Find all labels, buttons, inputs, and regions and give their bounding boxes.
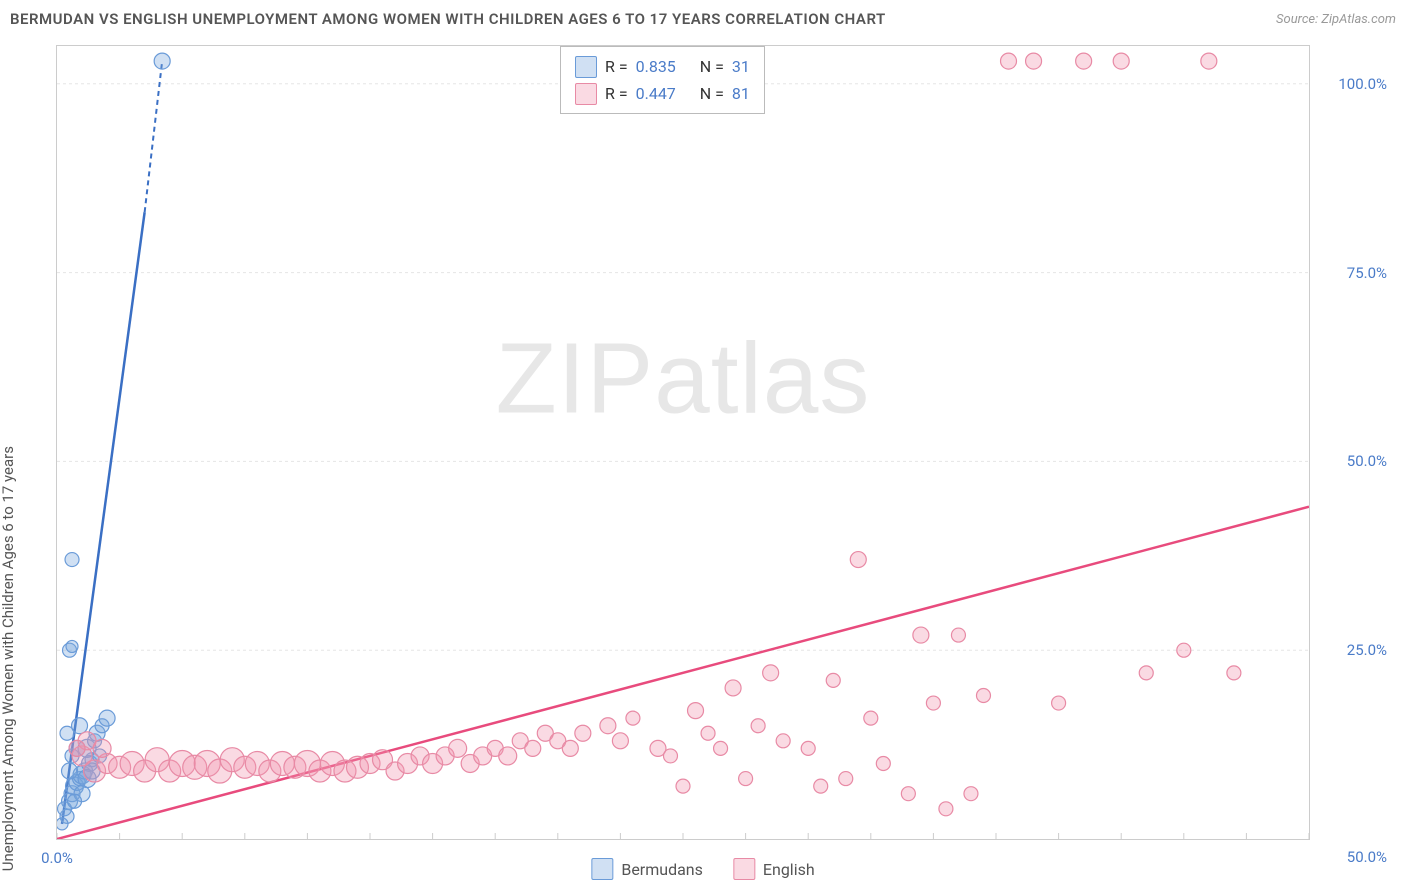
legend-item-english: English [733, 858, 815, 880]
ytick-label: 50.0% [1347, 452, 1387, 470]
scatter-chart [57, 46, 1309, 839]
title-bar: BERMUDAN VS ENGLISH UNEMPLOYMENT AMONG W… [10, 10, 1396, 28]
xtick-label-left: 0.0% [41, 849, 73, 867]
series-legend: Bermudans English [591, 858, 814, 880]
swatch-bermudans-icon [591, 858, 613, 880]
legend-row-english: R = 0.447 N = 81 [575, 80, 750, 107]
plot-area: ZIPatlas 25.0%50.0%75.0%100.0%0.0%50.0% [56, 45, 1310, 840]
correlation-legend: R = 0.835 N = 31 R = 0.447 N = 81 [560, 46, 765, 114]
swatch-bermudans [575, 56, 597, 78]
swatch-english [575, 83, 597, 105]
chart-title: BERMUDAN VS ENGLISH UNEMPLOYMENT AMONG W… [10, 10, 886, 28]
ytick-label: 75.0% [1347, 264, 1387, 282]
legend-item-bermudans: Bermudans [591, 858, 703, 880]
source-label: Source: ZipAtlas.com [1276, 12, 1396, 27]
legend-row-bermudans: R = 0.835 N = 31 [575, 53, 750, 80]
xtick-label-right: 50.0% [1347, 848, 1387, 866]
swatch-english-icon [733, 858, 755, 880]
ytick-label: 100.0% [1338, 75, 1387, 93]
ytick-label: 25.0% [1347, 641, 1387, 659]
